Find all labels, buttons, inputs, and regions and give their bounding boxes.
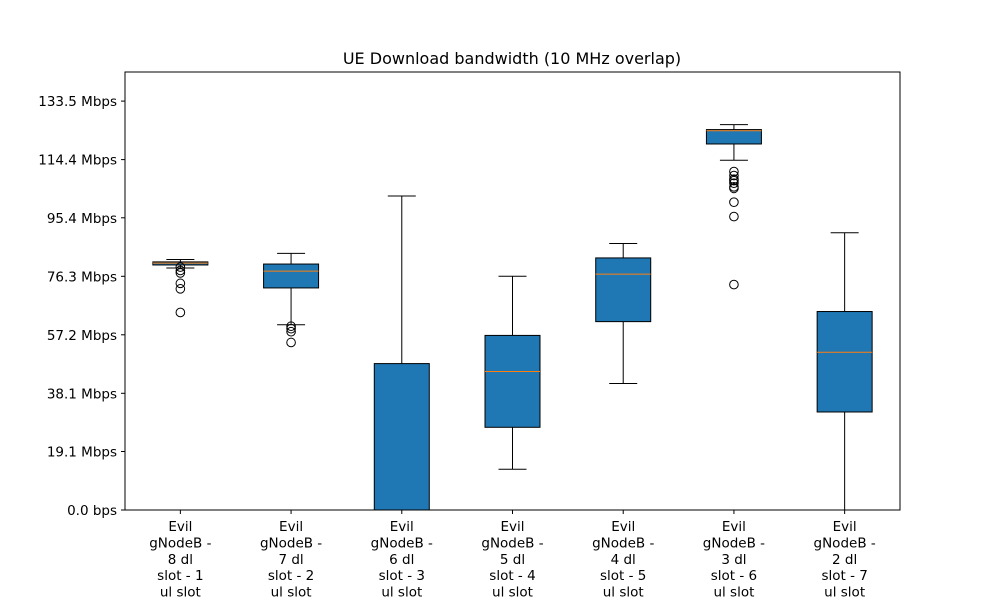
x-tick-label-line: ul slot <box>381 585 422 600</box>
box-group <box>263 252 320 348</box>
box-group <box>484 275 541 470</box>
x-tick-label-line: slot - 2 <box>268 568 314 584</box>
outlier-point <box>729 279 739 290</box>
x-tick-label-line: slot - 3 <box>379 568 425 584</box>
box-group <box>705 124 762 290</box>
box-iqr <box>484 334 541 428</box>
box-iqr <box>705 129 762 145</box>
box-group <box>816 232 873 511</box>
chart-title: UE Download bandwidth (10 MHz overlap) <box>343 49 681 68</box>
outlier-point <box>175 265 186 276</box>
y-tick-label: 0.0 bps <box>67 503 117 519</box>
outlier-point <box>175 284 186 294</box>
x-tick-label-line: ul slot <box>603 585 644 600</box>
box-iqr <box>263 263 320 289</box>
outlier-point <box>286 321 296 332</box>
y-tick-label: 38.1 Mbps <box>47 386 117 402</box>
outlier-point <box>175 278 186 289</box>
x-tick-label-line: Evil <box>611 519 635 535</box>
x-tick-label-line: slot - 1 <box>157 568 203 584</box>
x-tick-label-line: ul slot <box>160 585 201 600</box>
outlier-point <box>286 323 296 334</box>
outlier-point <box>729 170 739 181</box>
x-tick-label-line: gNodeB - <box>481 535 543 551</box>
x-tick-label-line: ul slot <box>713 585 754 600</box>
x-tick-label-line: 3 dl <box>721 552 746 568</box>
x-tick-label-line: gNodeB - <box>703 535 765 551</box>
x-tick-label-line: Evil <box>390 519 414 535</box>
x-tick-label-line: gNodeB - <box>371 535 433 551</box>
x-tick-label-line: slot - 5 <box>600 568 646 584</box>
outlier-point <box>729 178 739 188</box>
x-tick-label-line: Evil <box>722 519 746 535</box>
x-tick-label-line: Evil <box>168 519 192 535</box>
y-tick-label: 114.4 Mbps <box>38 153 117 169</box>
y-tick-label: 95.4 Mbps <box>47 211 117 227</box>
box-iqr <box>816 311 873 413</box>
outlier-point <box>729 166 739 177</box>
x-tick-label-line: gNodeB - <box>592 535 654 551</box>
outlier-point <box>175 307 186 318</box>
x-tick-label-line: gNodeB - <box>814 535 876 551</box>
axes-frame <box>124 71 901 511</box>
x-tick-label-line: 5 dl <box>500 552 525 568</box>
box-iqr <box>595 257 652 323</box>
x-tick-label-line: slot - 7 <box>821 568 867 584</box>
y-tick-label: 19.1 Mbps <box>47 444 117 460</box>
x-tick-label-line: 2 dl <box>832 552 857 568</box>
box-iqr <box>373 363 430 511</box>
x-tick-label-line: 8 dl <box>168 552 193 568</box>
x-tick-label-line: ul slot <box>824 585 865 600</box>
outlier-point <box>175 268 186 278</box>
outlier-point <box>175 262 186 272</box>
y-tick-label: 57.2 Mbps <box>47 328 117 344</box>
x-tick-label-line: slot - 6 <box>711 568 757 584</box>
y-tick-label: 76.3 Mbps <box>47 269 117 285</box>
outlier-point <box>286 326 296 337</box>
x-tick-label-line: gNodeB - <box>149 535 211 551</box>
outlier-point <box>729 183 739 194</box>
x-tick-label-line: Evil <box>500 519 524 535</box>
x-tick-label-line: Evil <box>279 519 303 535</box>
x-tick-label-line: 7 dl <box>278 552 303 568</box>
outlier-point <box>729 175 739 186</box>
y-axis: 0.0 bps 19.1 Mbps 38.1 Mbps 57.2 Mbps 76.3 M… <box>38 94 125 519</box>
x-tick-label-line: 4 dl <box>611 552 636 568</box>
y-tick-label: 133.5 Mbps <box>38 94 117 110</box>
box-group <box>595 243 652 385</box>
x-tick-label-line: 6 dl <box>389 552 414 568</box>
x-tick-label-line: ul slot <box>271 585 312 600</box>
x-tick-label-line: gNodeB - <box>260 535 322 551</box>
x-tick-label-line: Evil <box>833 519 857 535</box>
outlier-point <box>729 211 739 222</box>
x-tick-label-line: ul slot <box>492 585 533 600</box>
plot-area <box>152 124 873 511</box>
outlier-point <box>286 337 296 348</box>
box-group <box>152 258 209 318</box>
x-tick-label-line: slot - 4 <box>489 568 535 584</box>
outlier-point <box>729 197 739 207</box>
